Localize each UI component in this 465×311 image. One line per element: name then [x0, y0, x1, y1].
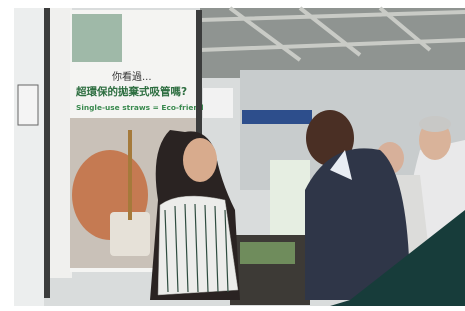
scene: 你看過... 超環保的拋棄式吸管嗎? Single-use straws = E… — [14, 8, 465, 306]
banner-straw — [128, 130, 132, 220]
qr-poster — [18, 85, 38, 125]
left-wall — [14, 8, 44, 306]
logo-card — [203, 88, 233, 118]
woman-face — [183, 138, 217, 182]
counter-display — [240, 242, 295, 264]
stand-pole — [44, 8, 50, 298]
banner-line3: Single-use straws = Eco-friendly? — [76, 103, 216, 112]
banner-logo — [72, 14, 122, 62]
photo: 你看過... 超環保的拋棄式吸管嗎? Single-use straws = E… — [0, 0, 465, 311]
panel — [50, 8, 72, 278]
banner-line2: 超環保的拋棄式吸管嗎? — [75, 85, 187, 98]
booth-sign — [242, 110, 312, 124]
older-man-hair — [419, 116, 451, 132]
banner-line1: 你看過... — [112, 70, 152, 83]
product-rack — [270, 160, 310, 235]
